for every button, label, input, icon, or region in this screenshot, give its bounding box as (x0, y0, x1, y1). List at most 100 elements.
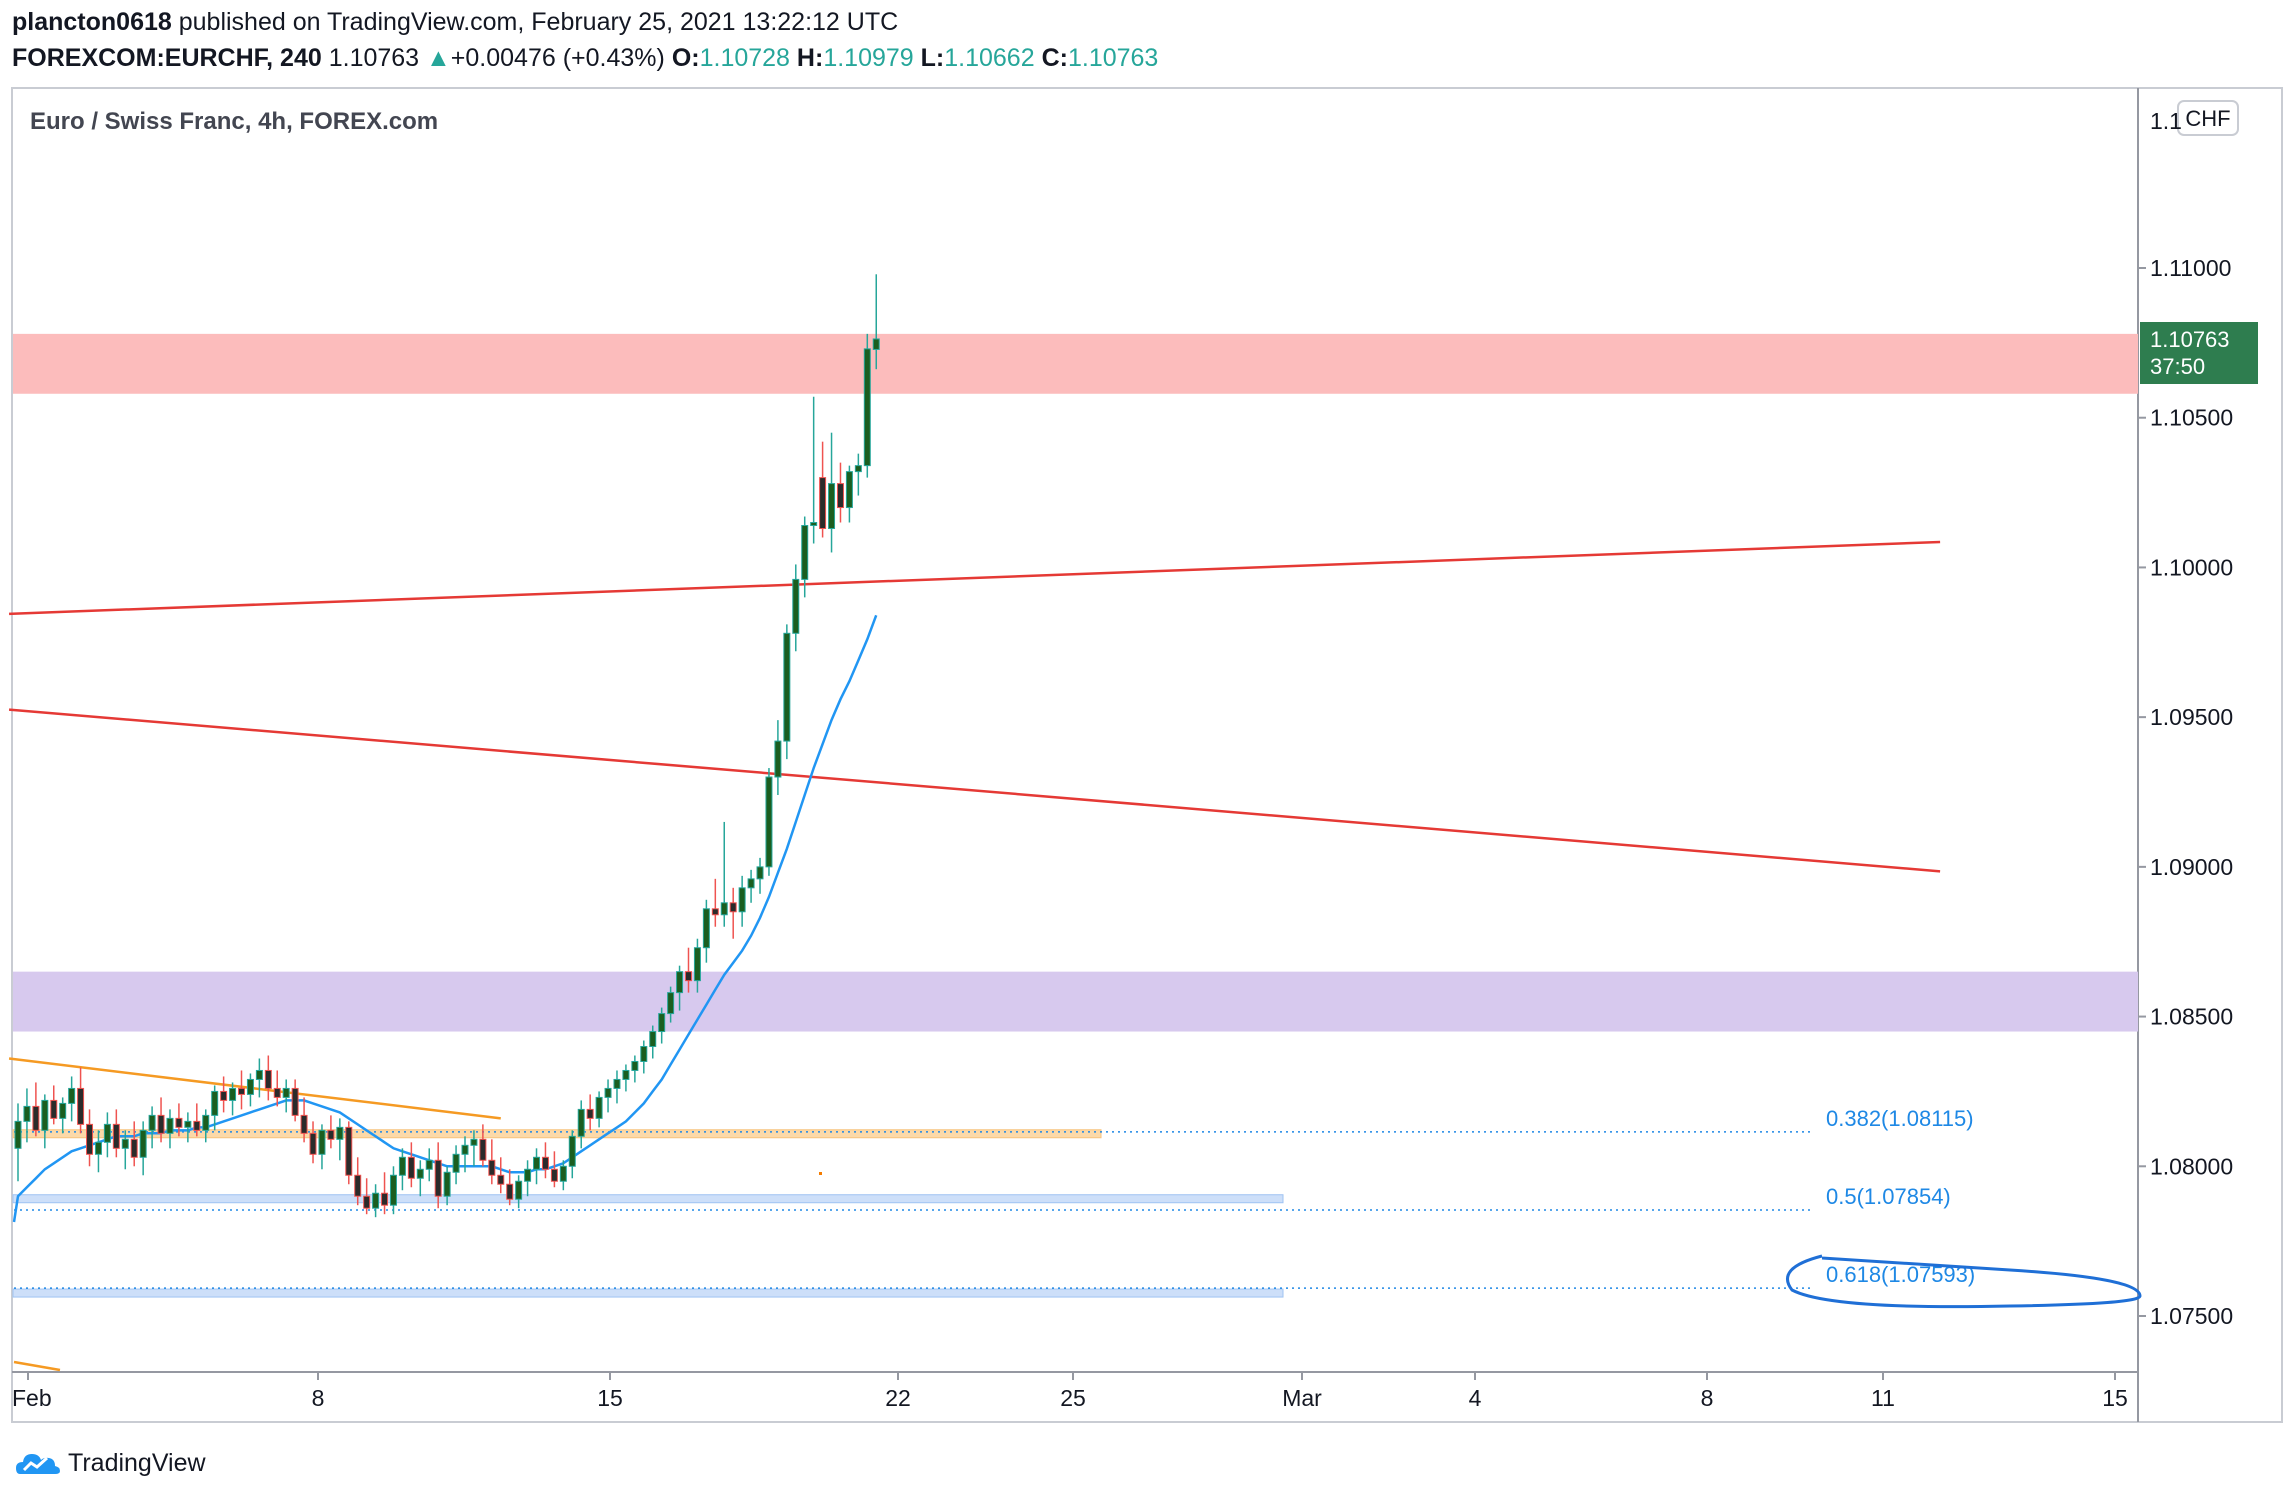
candle (327, 1115, 335, 1149)
x-tick-label: 11 (1871, 1385, 1895, 1411)
candle (720, 821, 728, 927)
candle (291, 1079, 299, 1122)
candle-body (854, 465, 862, 473)
candle-body (77, 1087, 85, 1125)
blue-fib-zone-lower (12, 1288, 1284, 1298)
y-tick-partial: 1.1 (2150, 108, 2182, 134)
candle (416, 1160, 424, 1197)
low-value: 1.10662 (944, 44, 1035, 72)
candle-body (157, 1114, 165, 1134)
published-info: published on TradingView.com, February 2… (178, 8, 899, 36)
candle-body (515, 1180, 523, 1200)
currency-badge-box[interactable] (2177, 100, 2239, 136)
candle (568, 1130, 576, 1179)
candle (488, 1139, 496, 1185)
candle (318, 1124, 326, 1170)
candle (68, 1076, 76, 1122)
candle (398, 1148, 406, 1191)
candle-body (685, 971, 692, 982)
candle-body (792, 578, 800, 634)
candle (363, 1178, 371, 1215)
candle-body (309, 1132, 317, 1155)
candle-body (604, 1087, 612, 1098)
high-value: 1.10979 (823, 44, 914, 72)
candle (631, 1055, 639, 1083)
close-label: C: (1041, 44, 1068, 72)
candle-body (649, 1031, 657, 1048)
candle-body (425, 1159, 433, 1170)
candle-body (255, 1069, 263, 1080)
candle-body (756, 866, 764, 880)
candle-body (577, 1108, 585, 1137)
candle-body (783, 632, 791, 742)
candle (354, 1157, 362, 1206)
candle (622, 1064, 630, 1092)
x-tick-label: Mar (1282, 1385, 1322, 1411)
candle-body (872, 338, 880, 350)
candle (729, 887, 737, 939)
fib-circle-annotation (1786, 1254, 2142, 1309)
candle (693, 938, 701, 993)
time-axis[interactable]: Feb 8 15 22 25 Mar 4 8 11 15 (12, 1372, 2128, 1411)
candle (747, 869, 755, 903)
candle-body (559, 1165, 567, 1182)
candle (792, 564, 800, 652)
candle (407, 1142, 415, 1188)
high-label: H: (796, 44, 824, 72)
candle-body (372, 1192, 380, 1209)
candle-body (738, 887, 746, 913)
candle-body (676, 971, 684, 994)
candle-body (398, 1156, 406, 1176)
candle-body (130, 1138, 138, 1158)
candle (479, 1124, 487, 1167)
candle-body (59, 1102, 67, 1119)
candle (854, 453, 862, 496)
candle (94, 1130, 102, 1173)
candle (497, 1157, 505, 1194)
y-tick-label: 1.11000 (2150, 255, 2231, 281)
fib-layer: 0.382(1.08115)0.5(1.07854)0.618(1.07593) (14, 1106, 2142, 1309)
author-name[interactable]: plancton0618 (12, 8, 172, 36)
candle (148, 1106, 156, 1149)
candle (41, 1094, 49, 1149)
candle-body (202, 1114, 210, 1131)
candle-body (103, 1123, 111, 1143)
candle-body (264, 1069, 272, 1089)
candle-body (148, 1114, 156, 1131)
candle (14, 1103, 22, 1182)
support-zone (13, 971, 2138, 1032)
footer-brand[interactable]: TradingView (68, 1448, 206, 1477)
candle-body (86, 1123, 94, 1155)
candle (765, 768, 773, 876)
candle (828, 432, 836, 553)
blue-fib-zone-upper (12, 1194, 1284, 1204)
chart-title: Euro / Swiss Franc, 4h, FOREX.com (30, 108, 438, 135)
candle-body (68, 1087, 76, 1104)
candle (845, 465, 853, 523)
close-value: 1.10763 (1067, 44, 1159, 72)
candle-body (586, 1108, 594, 1119)
candle-body (810, 522, 818, 527)
candle-body (702, 908, 710, 949)
y-tick-label: 1.09500 (2150, 704, 2233, 730)
last-price: 1.10763 (328, 44, 420, 72)
candle (434, 1142, 442, 1209)
candle-body (595, 1096, 603, 1119)
candle-body (318, 1129, 326, 1155)
candle-body (41, 1099, 49, 1131)
candle (389, 1166, 397, 1215)
candle (309, 1121, 317, 1164)
candle (711, 878, 719, 927)
price-axis[interactable]: 1.11000 1.10500 1.10000 1.09500 1.09000 1.085… (2138, 255, 2233, 1329)
candle-body (622, 1069, 630, 1080)
candle-body (193, 1120, 201, 1131)
candle (702, 899, 710, 963)
candle-body (211, 1090, 219, 1116)
candle-body (50, 1099, 58, 1119)
candle (130, 1121, 138, 1167)
price-chart[interactable]: 0.382(1.08115)0.5(1.07854)0.618(1.07593)… (0, 0, 2294, 1440)
candle-body (506, 1183, 514, 1200)
y-tick-label: 1.09000 (2150, 854, 2233, 880)
x-tick-label: 25 (1060, 1385, 1086, 1411)
x-tick-label: 4 (1469, 1385, 1482, 1411)
